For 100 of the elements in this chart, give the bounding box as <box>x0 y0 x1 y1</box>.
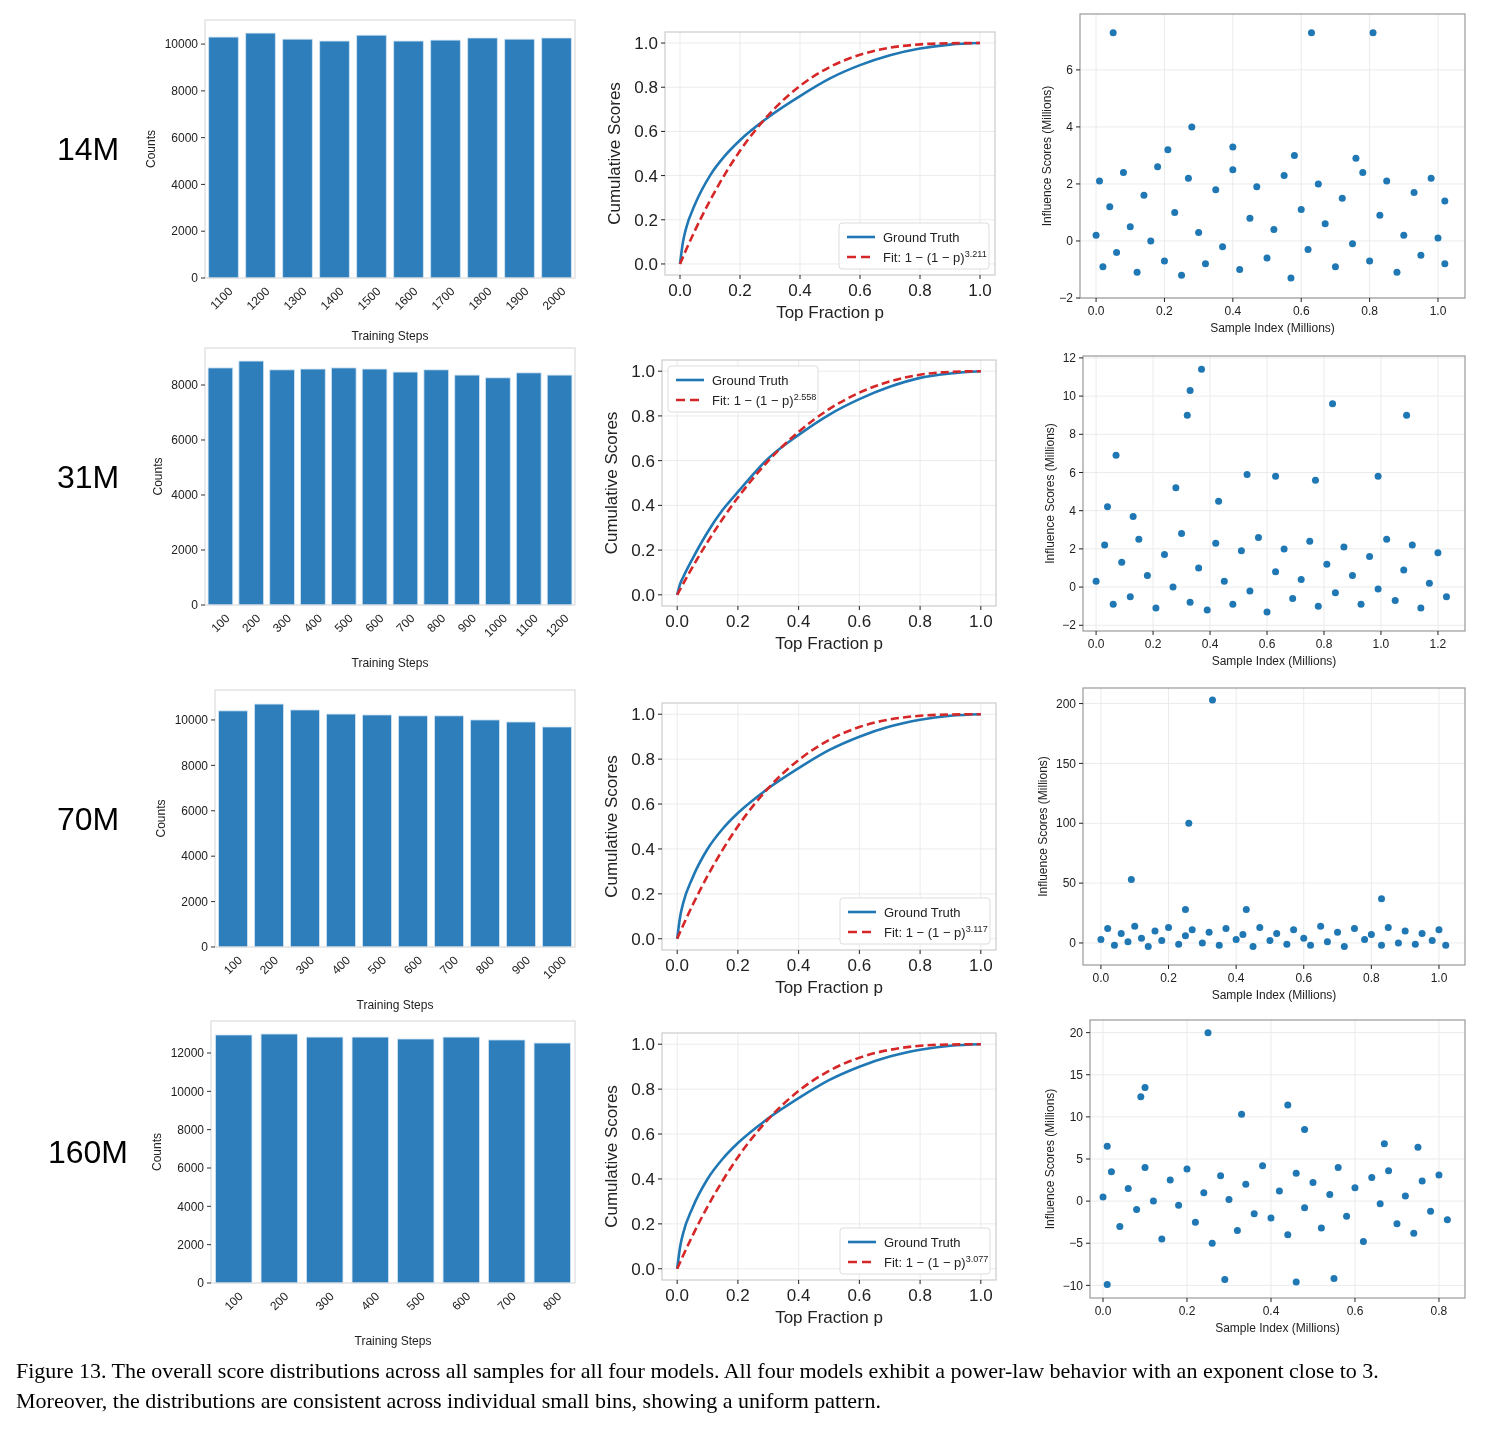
point <box>1250 1210 1258 1218</box>
point <box>1403 411 1411 419</box>
y-tick-label: 0.4 <box>631 1169 655 1189</box>
point <box>1143 572 1151 580</box>
x-tick-label: 600 <box>401 952 426 978</box>
point <box>1326 1190 1334 1198</box>
point <box>1349 240 1357 248</box>
y-tick-label: 12000 <box>170 1046 205 1061</box>
point <box>1112 451 1120 459</box>
point <box>1101 541 1109 549</box>
x-tick-label: 300 <box>312 1288 338 1314</box>
x-tick-label: 200 <box>257 952 282 978</box>
point <box>1300 934 1308 942</box>
point <box>1434 549 1442 557</box>
x-tick-label: 1.0 <box>1430 970 1448 985</box>
bar <box>442 1036 480 1284</box>
x-tick-label: 0.6 <box>1346 1303 1364 1318</box>
point <box>1280 545 1288 553</box>
point <box>1229 166 1237 174</box>
x-tick-label: 0.2 <box>728 280 752 300</box>
point <box>1340 943 1348 951</box>
y-tick-label: 4 <box>1066 120 1074 135</box>
y-tick-label: 8000 <box>171 84 199 99</box>
y-tick-label: 0 <box>191 271 199 286</box>
point <box>1380 1140 1388 1148</box>
point <box>1160 551 1168 559</box>
x-tick-label: 0.8 <box>1430 1303 1448 1318</box>
point <box>1188 926 1196 934</box>
point <box>1393 268 1401 276</box>
point <box>1361 935 1369 943</box>
y-tick-label: 0 <box>197 1276 205 1291</box>
point <box>1443 1216 1451 1224</box>
bar <box>218 710 248 948</box>
point <box>1141 1083 1149 1091</box>
point <box>1092 231 1100 239</box>
x-tick-label: 0.4 <box>786 955 811 975</box>
point <box>1109 600 1117 608</box>
point <box>1394 939 1402 947</box>
point <box>1410 1229 1418 1237</box>
bar <box>434 715 464 948</box>
point <box>1183 1165 1191 1173</box>
bar <box>488 1039 526 1284</box>
bar <box>290 709 320 948</box>
point <box>1097 935 1105 943</box>
y-axis-title: Counts <box>151 457 166 496</box>
x-tick-label: 0.6 <box>848 280 872 300</box>
point <box>1418 1177 1426 1185</box>
x-axis-title: Top Fraction p <box>775 633 883 653</box>
y-tick-label: 8000 <box>171 378 199 393</box>
text: 70M <box>56 800 120 837</box>
point <box>1376 1200 1384 1208</box>
point <box>1186 598 1194 606</box>
y-tick-label: 0 <box>1069 580 1077 595</box>
point <box>1272 568 1280 576</box>
point <box>1178 530 1186 538</box>
point <box>1400 566 1408 574</box>
y-tick-label: 0.8 <box>631 750 655 770</box>
x-tick-label: 0.0 <box>668 280 692 300</box>
point <box>1270 226 1278 234</box>
point <box>1127 876 1135 884</box>
point <box>1435 1171 1443 1179</box>
point <box>1242 1180 1250 1188</box>
y-axis-title: Counts <box>144 129 159 169</box>
point <box>1124 1184 1132 1192</box>
point <box>1158 1235 1166 1243</box>
x-tick-label: 0.4 <box>1224 303 1242 318</box>
point <box>1116 1222 1124 1230</box>
point <box>1284 1101 1292 1109</box>
point <box>1158 937 1166 945</box>
bar <box>208 36 239 279</box>
x-axis-title: Training Steps <box>354 1333 432 1348</box>
y-tick-label: 0 <box>201 940 209 955</box>
x-tick-label: 0.6 <box>1258 636 1276 651</box>
y-tick-label: 15 <box>1069 1067 1084 1082</box>
point <box>1212 186 1220 194</box>
y-tick-label: 1.0 <box>631 705 655 725</box>
y-tick-label: −2 <box>1062 618 1077 633</box>
point <box>1229 600 1237 608</box>
point <box>1137 1093 1145 1101</box>
point <box>1186 386 1194 394</box>
point <box>1229 143 1237 151</box>
point <box>1092 577 1100 585</box>
x-tick-label: 0.0 <box>665 955 689 975</box>
bar <box>467 37 498 279</box>
y-tick-label: 4000 <box>181 849 209 864</box>
y-tick-label: −10 <box>1062 1278 1084 1293</box>
point <box>1137 934 1145 942</box>
y-tick-label: 4 <box>1069 503 1077 518</box>
x-tick-label: 700 <box>393 610 418 636</box>
y-tick-label: 0.4 <box>631 496 655 516</box>
point <box>1307 941 1315 949</box>
point <box>1222 925 1230 933</box>
point <box>1410 189 1418 196</box>
y-tick-label: 0.2 <box>634 210 658 230</box>
y-tick-label: 8000 <box>181 758 209 773</box>
x-tick-label: 1.0 <box>969 611 993 631</box>
point <box>1330 1275 1338 1283</box>
point <box>1434 234 1442 242</box>
point <box>1254 533 1262 541</box>
point <box>1383 177 1391 185</box>
